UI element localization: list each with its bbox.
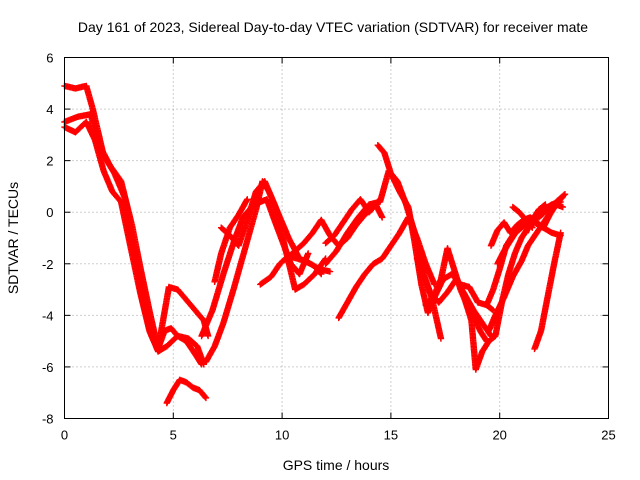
plot-frame (64, 57, 609, 419)
series-track-20 (485, 193, 567, 334)
y-tick-label: -6 (42, 360, 54, 375)
y-tick-label: -4 (42, 308, 54, 323)
data-point (558, 194, 566, 201)
series-track-22 (531, 229, 564, 353)
data-point (318, 270, 325, 278)
data-point (244, 196, 251, 203)
data-point (542, 201, 549, 208)
x-tick-label: 15 (384, 428, 398, 443)
data-point (528, 223, 535, 230)
data-point (326, 268, 334, 275)
series-track-8 (218, 178, 329, 293)
series-track-21 (494, 198, 564, 267)
data-point (559, 203, 567, 211)
x-tick-label: 10 (275, 428, 289, 443)
data-point (204, 332, 212, 340)
data-point (437, 335, 445, 342)
x-tick-label: 25 (601, 428, 615, 443)
data-point (541, 202, 548, 209)
x-tick-label: 20 (492, 428, 506, 443)
y-tick-label: 0 (46, 205, 53, 220)
data-point (201, 393, 209, 401)
x-axis-label: GPS time / hours (283, 457, 390, 473)
series-track-24 (509, 203, 536, 231)
series-track-13 (322, 196, 386, 247)
data-point (557, 229, 564, 237)
data-point (202, 394, 210, 402)
data-markers (61, 82, 569, 407)
grid-lines (64, 57, 609, 419)
y-tick-label: -2 (42, 257, 54, 272)
data-point (559, 193, 567, 200)
data-point (305, 250, 312, 257)
y-tick-label: 2 (46, 154, 53, 169)
data-point (317, 269, 324, 277)
series-track-4 (163, 376, 210, 407)
chart-title: Day 161 of 2023, Sidereal Day-to-day VTE… (78, 19, 588, 35)
y-tick-label: 4 (46, 102, 53, 117)
x-tick-label: 5 (170, 428, 177, 443)
data-point (378, 214, 386, 221)
y-tick-label: 6 (46, 51, 53, 66)
y-axis-label: SDTVAR / TECUs (5, 182, 21, 294)
y-tick-label: -8 (42, 412, 54, 427)
x-tick-label: 0 (61, 428, 68, 443)
data-point (529, 224, 536, 231)
data-point (557, 198, 564, 206)
